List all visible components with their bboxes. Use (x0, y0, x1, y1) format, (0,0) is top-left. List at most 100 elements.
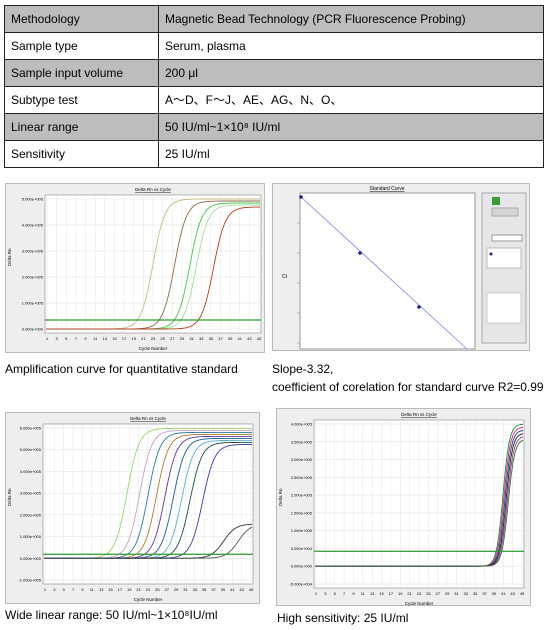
x-tick-label: 37 (211, 587, 216, 592)
stats-box (486, 292, 522, 324)
y-tick-label: 2.000e+005 (291, 493, 313, 498)
y-tick-label: 1.000e+005 (22, 301, 44, 306)
caption: Amplification curve for quantitative sta… (5, 362, 238, 376)
y-tick-label: 2.500e+005 (291, 475, 313, 480)
table-row: Methodology Magnetic Bead Technology (PCR… (4, 5, 544, 33)
x-tick-label: 13 (99, 587, 104, 592)
x-tick-label: 45 (520, 591, 525, 596)
x-tick-label: 35 (473, 591, 478, 596)
curve (315, 439, 524, 567)
x-tick-label: 19 (127, 587, 132, 592)
x-tick-label: 7 (343, 591, 346, 596)
list-box (486, 247, 522, 269)
row-label: Sensitivity (4, 140, 159, 168)
x-axis-label: Cycle Number (405, 601, 434, 606)
x-tick-label: 21 (136, 587, 141, 592)
x-axis-label: Cycle Number (139, 346, 168, 351)
row-value: 25 IU/ml (158, 140, 544, 168)
x-tick-label: 39 (228, 336, 233, 341)
y-tick-label: -5.000e+004 (289, 582, 312, 587)
x-tick-label: 27 (165, 587, 170, 592)
spec-table: Methodology Magnetic Bead Technology (PCR… (4, 5, 544, 168)
x-tick-label: 41 (238, 336, 243, 341)
table-row: Linear range 50 IU/ml~1×10⁸ IU/ml (4, 113, 544, 141)
x-tick-label: 13 (370, 591, 375, 596)
x-tick-label: 35 (209, 336, 214, 341)
y-tick-label: 3.000e+005 (22, 249, 44, 254)
x-tick-label: 29 (174, 587, 179, 592)
x-tick-label: 33 (464, 591, 469, 596)
x-tick-label: 5 (334, 591, 337, 596)
row-value: 200 μl (158, 59, 544, 87)
curve (44, 526, 253, 559)
x-tick-label: 23 (146, 587, 151, 592)
figure-title: Delta Rn vs Cycle (130, 416, 166, 421)
x-tick-label: 17 (389, 591, 394, 596)
caption: coefficient of corelation for standard c… (272, 380, 544, 394)
x-tick-label: 13 (103, 336, 108, 341)
y-tick-label: 0.000e+000 (20, 556, 42, 561)
x-tick-label: 1 (46, 336, 49, 341)
plot-area (299, 192, 476, 350)
x-tick-label: 19 (132, 336, 137, 341)
y-tick-label: 2.000e+005 (22, 275, 44, 280)
y-tick-label: 3.000e+005 (291, 457, 313, 462)
row-label: Subtype test (4, 86, 159, 114)
y-tick-label: 3.000e+005 (20, 491, 42, 496)
x-tick-label: 37 (482, 591, 487, 596)
x-tick-label: 9 (81, 587, 84, 592)
fit-line (300, 196, 468, 350)
y-axis-label: Ct (282, 274, 288, 280)
caption: Slope-3.32, (272, 362, 334, 376)
x-tick-label: 25 (160, 336, 165, 341)
point (358, 251, 362, 255)
y-tick-label: 1.500e+005 (291, 510, 313, 515)
x-tick-label: 33 (193, 587, 198, 592)
x-tick-label: 9 (352, 591, 355, 596)
point (299, 195, 303, 199)
y-tick-label: -1.000e+005 (18, 578, 41, 583)
x-axis-label: Cycle Number (134, 597, 163, 602)
figure-title: Delta Rn vs Cycle (135, 187, 171, 192)
x-tick-label: 15 (108, 587, 113, 592)
legend-dot (489, 252, 493, 256)
x-tick-label: 5 (65, 336, 68, 341)
y-axis-label: Delta Rn (7, 248, 12, 266)
row-value: 50 IU/ml~1×10⁸ IU/ml (158, 113, 544, 141)
y-tick-label: 2.000e+005 (20, 512, 42, 517)
curve (46, 206, 260, 330)
x-tick-label: 3 (324, 591, 327, 596)
x-tick-label: 31 (183, 587, 188, 592)
button (491, 207, 519, 217)
y-tick-label: 3.500e+005 (291, 439, 313, 444)
x-tick-label: 9 (84, 336, 87, 341)
x-tick-label: 45 (257, 336, 262, 341)
x-tick-label: 39 (492, 591, 497, 596)
dropdown (491, 234, 523, 242)
x-tick-label: 3 (53, 587, 56, 592)
x-tick-label: 11 (93, 336, 98, 341)
x-tick-label: 23 (417, 591, 422, 596)
x-tick-label: 17 (122, 336, 127, 341)
figure-image: Delta Rn vs Cycle Cycle Number Delta Rn 4.0… (276, 408, 531, 606)
table-row: Sample type Serum, plasma (4, 32, 544, 60)
figure-image: Delta Rn vs Cycle Cycle Number Delta Rn 6.0… (5, 412, 260, 604)
x-tick-label: 31 (454, 591, 459, 596)
x-tick-label: 23 (151, 336, 156, 341)
x-tick-label: 41 (501, 591, 506, 596)
y-tick-label: 0.000e+000 (22, 327, 44, 332)
row-label: Methodology (4, 5, 159, 33)
x-tick-label: 27 (170, 336, 175, 341)
row-label: Sample type (4, 32, 159, 60)
y-tick-label: 0.000e+000 (291, 564, 313, 569)
x-tick-label: 25 (426, 591, 431, 596)
row-label: Linear range (4, 113, 159, 141)
x-tick-label: 3 (56, 336, 59, 341)
x-tick-label: 29 (445, 591, 450, 596)
x-tick-label: 43 (247, 336, 252, 341)
table-row: Sensitivity 25 IU/ml (4, 140, 544, 168)
figure-title: Delta Rn vs Cycle (401, 412, 437, 417)
x-tick-label: 43 (239, 587, 244, 592)
caption: Wide linear range: 50 IU/ml~1×10⁸IU/ml (5, 608, 218, 622)
